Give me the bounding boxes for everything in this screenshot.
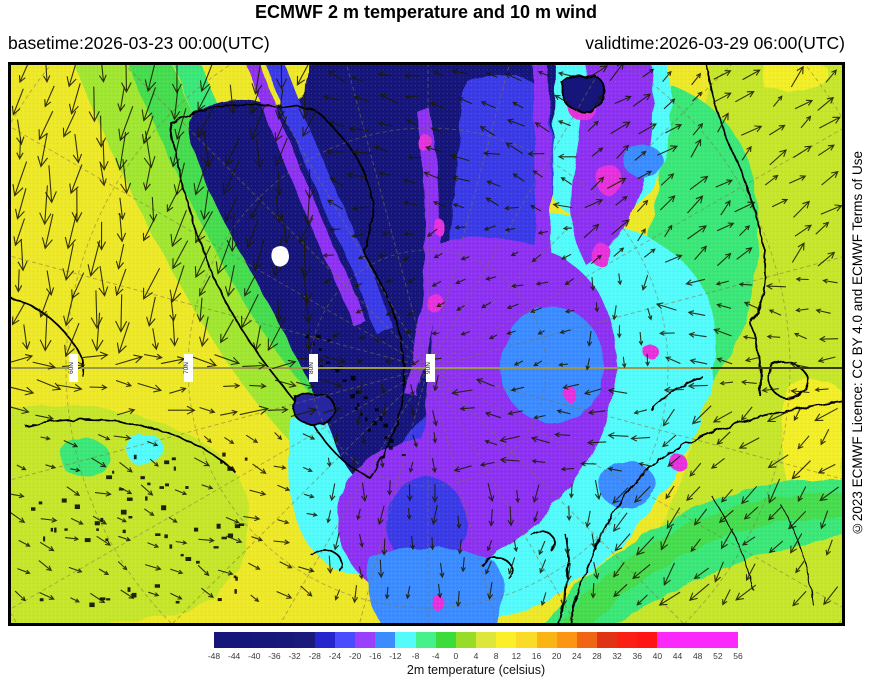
river-1 [710, 494, 754, 591]
colorbar-tick: -20 [348, 651, 362, 661]
baltic-squiggle-2 [480, 556, 514, 580]
colorbar-segment [214, 632, 235, 648]
map-panel: 60N 70N 80N 90N [8, 62, 845, 626]
white-sea-coast [768, 360, 809, 400]
colorbar-tick: -12 [389, 651, 402, 661]
dither-overlay [11, 65, 842, 623]
coastlines [11, 65, 842, 623]
colorbar-segment [637, 632, 658, 648]
colorbar-tick: 8 [493, 651, 499, 661]
colorbar-tick: 44 [672, 651, 683, 661]
colorbar-segment [395, 632, 416, 648]
page-title: ECMWF 2 m temperature and 10 m wind [254, 2, 598, 22]
svg-text:90N: 90N [425, 362, 432, 374]
colorbar-segment [496, 632, 517, 648]
colorbar-caption: 2m temperature (celsius) [406, 663, 546, 677]
meridian-label-2 [309, 354, 318, 382]
greenland-coast [170, 103, 406, 478]
colorbar-ticks: -48 -44 -40 -36 -32 -28 -24 -20 -16 -12 -8 -4 0 4 8 12 1… [0, 651, 870, 661]
colorbar-segment [455, 632, 477, 648]
colorbar-tick: 48 [692, 651, 703, 661]
colorbar-segment [334, 632, 356, 648]
lake-speckles [31, 334, 406, 608]
colorbar-segment [375, 632, 396, 648]
colorbar-tick: 40 [652, 651, 663, 661]
colorbar-segment [617, 632, 638, 648]
colorbar-tick: -28 [308, 651, 321, 661]
svg-text:70N: 70N [183, 362, 190, 374]
colorbar-segment [556, 632, 577, 648]
colorbar-tick: -4 [431, 651, 440, 661]
baltic-squiggle-1 [310, 548, 344, 572]
colorbar-segment [576, 632, 597, 648]
colorbar [214, 632, 739, 648]
basetime-label: basetime:2026-03-23 00:00(UTC) [8, 33, 270, 53]
colorbar-segment [314, 632, 335, 648]
colorbar-segment [294, 632, 315, 648]
colorbar-tick: 32 [612, 651, 622, 661]
colorbar-tick: 20 [551, 651, 562, 661]
colorbar-segment [415, 632, 436, 648]
colorbar-segment [234, 632, 255, 648]
colorbar-tick: 36 [632, 651, 642, 661]
colorbar-legend: -48 -44 -40 -36 -32 -28 -24 -20 -16 -12 -8 -4 0 4 8 12 1… [0, 630, 870, 680]
colorbar-segment [697, 632, 718, 648]
temperature-wind-map: 60N 70N 80N 90N [11, 65, 842, 623]
colorbar-tick: -24 [328, 651, 342, 661]
colorbar-tick: -40 [248, 651, 261, 661]
colorbar-segment [516, 632, 537, 648]
colorbar-tick: -16 [369, 651, 382, 661]
colorbar-tick: -32 [288, 651, 301, 661]
colorbar-segment [355, 632, 376, 648]
graticule-labels: 60N 70N 80N 90N [68, 354, 435, 382]
canada-coast [25, 418, 237, 474]
colorbar-segment [274, 632, 295, 648]
colorbar-segment [677, 632, 698, 648]
colorbar-tick: -48 [207, 651, 221, 661]
colorbar-tick: 28 [592, 651, 602, 661]
colorbar-tick: 12 [511, 651, 522, 661]
colorbar-segment [476, 632, 497, 648]
colorbar-tick: 0 [453, 651, 459, 661]
colorbar-tick: 24 [572, 651, 582, 661]
river-2 [780, 504, 814, 606]
colorbar-tick: 52 [713, 651, 723, 661]
colorbar-tick: -8 [411, 651, 420, 661]
greenland-summit-marker [271, 246, 289, 267]
colorbar-tick: -36 [268, 651, 281, 661]
baltic-squiggle-3 [530, 530, 556, 552]
credit-sidebar: ©2023 ECMWF Licence: CC BY 4.0 and ECMWF… [845, 62, 869, 626]
colorbar-segment [254, 632, 275, 648]
svg-text:60N: 60N [68, 362, 75, 374]
meridian-label-1 [184, 354, 193, 382]
colorbar-segment [596, 632, 618, 648]
colorbar-segment [536, 632, 557, 648]
norway-coast [705, 65, 767, 396]
svalbard-coast [562, 74, 607, 113]
colorbar-tick: 4 [473, 651, 479, 661]
wind-arrows [11, 65, 842, 608]
validtime-label: validtime:2026-03-29 06:00(UTC) [585, 33, 845, 53]
siberia-coast [568, 400, 842, 623]
meridian-label-0 [69, 354, 78, 382]
colorbar-segment [657, 632, 678, 648]
credit-text: ©2023 ECMWF Licence: CC BY 4.0 and ECMWF… [849, 151, 865, 537]
pole-label [426, 354, 435, 382]
colorbar-tick: 16 [531, 651, 542, 661]
colorbar-tick: 56 [733, 651, 743, 661]
colorbar-segment [435, 632, 456, 648]
colorbar-segment [717, 632, 739, 648]
svg-text:80N: 80N [308, 362, 315, 374]
colorbar-tick: -44 [227, 651, 241, 661]
